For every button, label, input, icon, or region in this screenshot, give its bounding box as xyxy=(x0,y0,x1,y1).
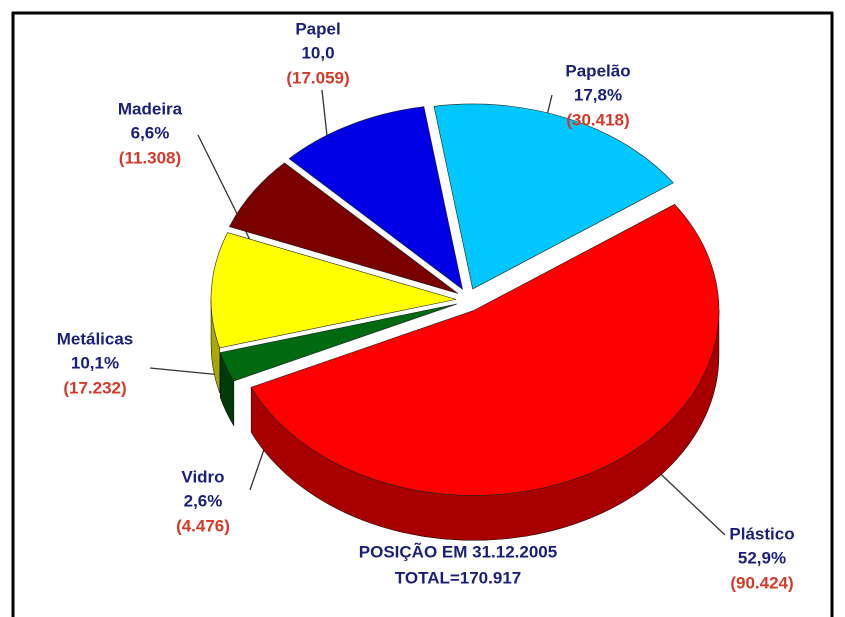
value-label: 52,9% xyxy=(738,548,786,567)
slice-label: Vidro xyxy=(181,467,224,486)
annotation: POSIÇÃO EM 31.12.2005 xyxy=(359,541,557,561)
annotation: TOTAL=170.917 xyxy=(395,568,521,587)
frame xyxy=(11,11,834,617)
value-label: 6,6% xyxy=(131,123,170,142)
slice-label: Papelão xyxy=(565,61,630,80)
count-label: (90.424) xyxy=(730,573,793,592)
slice-label: Madeira xyxy=(118,99,183,118)
slice-label: Papel xyxy=(295,19,340,38)
slice xyxy=(210,232,457,349)
slice xyxy=(219,303,457,382)
count-label: (17.059) xyxy=(286,68,349,87)
slice xyxy=(433,103,674,290)
slice-label: Metálicas xyxy=(57,329,134,348)
slice xyxy=(288,106,463,291)
value-label: 10,0 xyxy=(301,43,334,62)
slice xyxy=(229,162,459,294)
count-label: (4.476) xyxy=(176,516,230,535)
value-label: 17,8% xyxy=(574,85,622,104)
count-label: (30.418) xyxy=(566,110,629,129)
slice xyxy=(250,203,720,496)
value-label: 2,6% xyxy=(184,491,223,510)
count-label: (11.308) xyxy=(119,148,181,167)
count-label: (17.232) xyxy=(63,378,126,397)
value-label: 10,1% xyxy=(71,353,119,372)
pie xyxy=(210,103,720,541)
slice-label: Plástico xyxy=(729,524,794,543)
